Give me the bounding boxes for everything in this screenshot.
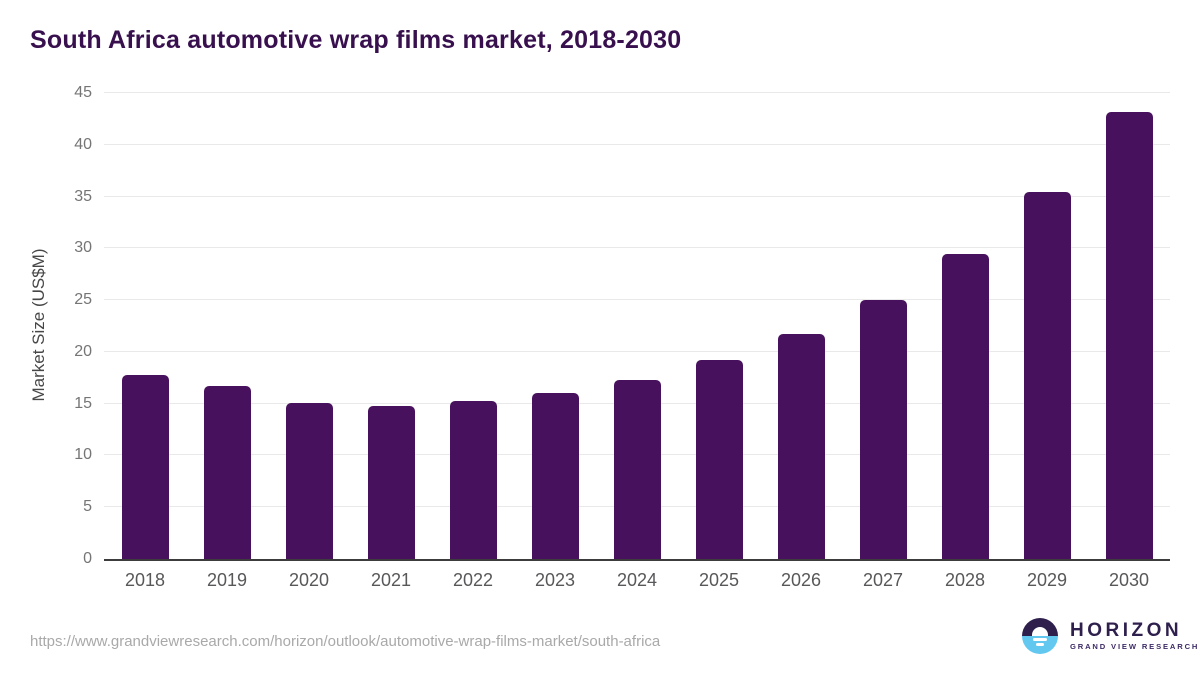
bar-2026 bbox=[777, 334, 825, 559]
gridline-20 bbox=[104, 350, 1170, 352]
x-tick-label-2022: 2022 bbox=[452, 570, 494, 590]
logo-reflection-line bbox=[1036, 643, 1044, 646]
bar-series bbox=[104, 93, 1170, 559]
x-axis-tick-labels: 2018 2019 2020 2021 2022 2023 2024 2025 2026 2027… bbox=[104, 570, 1170, 591]
logo-reflection-line bbox=[1033, 638, 1047, 641]
logo-text: HORIZON GRAND VIEW RESEARCH bbox=[1070, 619, 1200, 652]
gridline-40 bbox=[104, 143, 1170, 145]
gridline-25 bbox=[104, 299, 1170, 301]
y-tick-label-10: 10 bbox=[74, 446, 92, 464]
bar-2030 bbox=[1105, 111, 1153, 559]
bar-2028 bbox=[941, 253, 989, 559]
y-tick-label-40: 40 bbox=[74, 135, 92, 153]
bar-slot-2029 bbox=[1006, 93, 1088, 559]
gridline-35 bbox=[104, 195, 1170, 197]
plot-area bbox=[104, 92, 1170, 561]
gridline-30 bbox=[104, 247, 1170, 249]
bar-slot-2022 bbox=[432, 93, 514, 559]
x-tick-label-2023: 2023 bbox=[534, 570, 576, 590]
y-tick-label-15: 15 bbox=[74, 394, 92, 412]
horizon-logo-icon bbox=[1022, 618, 1058, 654]
bar-2022 bbox=[449, 400, 497, 559]
y-tick-label-25: 25 bbox=[74, 291, 92, 309]
chart-title: South Africa automotive wrap films marke… bbox=[30, 26, 682, 54]
x-tick-label-2025: 2025 bbox=[698, 570, 740, 590]
x-tick-label-2029: 2029 bbox=[1026, 570, 1068, 590]
y-tick-label-20: 20 bbox=[74, 342, 92, 360]
x-tick-label-2021: 2021 bbox=[370, 570, 412, 590]
bar-slot-2026 bbox=[760, 93, 842, 559]
x-tick-label-2020: 2020 bbox=[288, 570, 330, 590]
x-tick-label-2030: 2030 bbox=[1108, 570, 1150, 590]
bar-slot-2023 bbox=[514, 93, 596, 559]
y-tick-label-30: 30 bbox=[74, 239, 92, 257]
bar-2019 bbox=[203, 386, 251, 559]
bar-2023 bbox=[531, 393, 579, 559]
source-url: https://www.grandviewresearch.com/horizo… bbox=[30, 633, 661, 650]
bar-2027 bbox=[859, 300, 907, 559]
horizon-logo: HORIZON GRAND VIEW RESEARCH bbox=[1022, 617, 1199, 655]
gridline-45 bbox=[104, 92, 1170, 93]
bar-slot-2024 bbox=[596, 93, 678, 559]
x-tick-label-2026: 2026 bbox=[780, 570, 822, 590]
y-tick-label-5: 5 bbox=[83, 498, 92, 516]
bar-2029 bbox=[1023, 192, 1071, 559]
logo-sun-icon bbox=[1032, 627, 1048, 636]
bar-slot-2018 bbox=[104, 93, 186, 559]
bar-slot-2028 bbox=[924, 93, 1006, 559]
bar-slot-2030 bbox=[1088, 93, 1170, 559]
x-tick-label-2024: 2024 bbox=[616, 570, 658, 590]
bar-slot-2027 bbox=[842, 93, 924, 559]
x-tick-label-2018: 2018 bbox=[124, 570, 166, 590]
y-tick-label-45: 45 bbox=[74, 84, 92, 101]
bar-slot-2025 bbox=[678, 93, 760, 559]
bar-2024 bbox=[613, 379, 661, 559]
bar-slot-2021 bbox=[350, 93, 432, 559]
x-tick-label-2027: 2027 bbox=[862, 570, 904, 590]
y-tick-label-35: 35 bbox=[74, 187, 92, 205]
logo-name: HORIZON bbox=[1070, 619, 1183, 641]
bar-2020 bbox=[285, 402, 333, 559]
x-tick-label-2028: 2028 bbox=[944, 570, 986, 590]
y-axis-tick-labels: 0 5 10 15 20 25 30 35 40 45 bbox=[0, 85, 92, 567]
logo-subtitle: GRAND VIEW RESEARCH bbox=[1070, 642, 1200, 652]
bar-2018 bbox=[121, 374, 169, 559]
bar-2021 bbox=[367, 405, 415, 559]
bar-2025 bbox=[695, 360, 743, 559]
x-tick-label-2019: 2019 bbox=[206, 570, 248, 590]
bar-slot-2019 bbox=[186, 93, 268, 559]
y-tick-label-0: 0 bbox=[83, 550, 92, 567]
bar-slot-2020 bbox=[268, 93, 350, 559]
